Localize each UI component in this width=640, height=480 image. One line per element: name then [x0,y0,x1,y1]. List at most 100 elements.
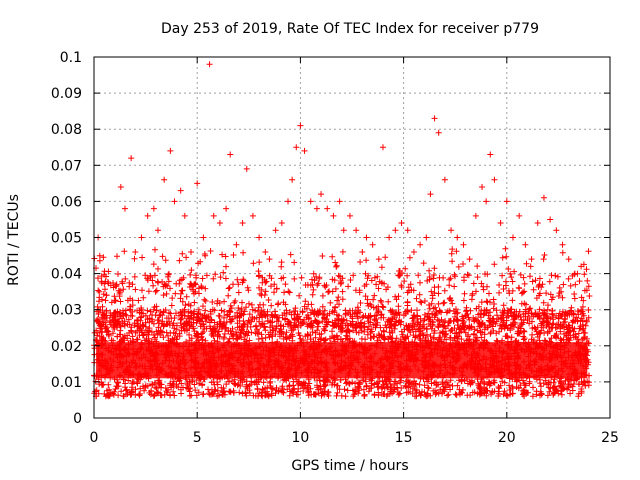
scatter-point [336,198,343,205]
y-tick-label: 0.03 [51,303,82,319]
scatter-point [307,198,314,205]
scatter-point [293,144,300,151]
y-tick-label: 0.04 [51,267,82,283]
y-tick-label: 0.07 [51,158,82,174]
scatter-point [318,191,325,198]
scatter-point [553,227,560,234]
scatter-point [262,248,269,255]
scatter-point [423,234,430,241]
x-tick-label: 20 [498,430,516,446]
scatter-point [431,115,438,122]
scatter-point [540,194,547,201]
y-tick-label: 0.06 [51,194,82,210]
scatter-point [177,187,184,194]
scatter-point [206,61,213,68]
scatter-point [313,205,320,212]
scatter-point [448,227,455,234]
scatter-point [483,198,490,205]
scatter-point [571,270,578,277]
scatter-point [103,292,110,299]
scatter-point [410,248,417,255]
scatter-points [95,61,591,299]
scatter-point [171,198,178,205]
x-tick-label: 5 [193,430,202,446]
scatter-point [256,234,263,241]
scatter-point [454,234,461,241]
scatter-point [346,212,353,219]
scatter-point [417,241,424,248]
scatter-point [249,212,256,219]
y-tick-label: 0.09 [51,86,82,102]
scatter-point [386,234,393,241]
scatter-point [301,147,308,154]
scatter-point [584,277,591,284]
scatter-point [404,227,411,234]
chart-title: Day 253 of 2019, Rate Of TEC Index for r… [161,21,539,37]
dense-scatter-band [91,245,593,400]
dense-points-band [91,245,593,400]
scatter-point [278,220,285,227]
scatter-point [547,216,554,223]
scatter-point [559,241,566,248]
scatter-point [285,198,292,205]
scatter-point [233,241,240,248]
scatter-point [353,227,360,234]
scatter-point [150,205,157,212]
scatter-point [379,144,386,151]
scatter-point [154,227,161,234]
y-tick-label: 0.05 [51,231,82,247]
scatter-point [522,241,529,248]
scatter-point [113,281,120,288]
scatter-point [427,191,434,198]
scatter-point [289,176,296,183]
scatter-point [441,176,448,183]
scatter-point [369,241,376,248]
scatter-point [188,248,195,255]
scatter-point [503,198,510,205]
scatter-point [132,248,139,255]
scatter-point [117,183,124,190]
scatter-point [359,248,366,255]
scatter-point [167,147,174,154]
x-tick-label: 10 [291,430,309,446]
scatter-point [578,263,585,270]
scatter-point [144,212,151,219]
scatter-point [528,256,535,263]
scatter-point [200,234,207,241]
scatter-point [161,176,168,183]
scatter-point [128,155,135,162]
scatter-point [227,151,234,158]
scatter-point [487,151,494,158]
scatter-point [363,234,370,241]
scatter-point [435,129,442,136]
x-axis-label: GPS time / hours [291,458,408,474]
y-tick-label: 0 [73,411,82,427]
scatter-point [466,256,473,263]
scatter-point [516,212,523,219]
scatter-point [534,220,541,227]
scatter-point [330,212,337,219]
y-axis-ticks: 0 0.01 0.02 0.03 0.04 0.05 0.06 0.07 0.08 0.09 0.1 [51,50,610,427]
x-axis-ticks: 0 5 10 15 20 25 [90,57,619,446]
scatter-point [297,122,304,129]
x-tick-label: 25 [601,430,619,446]
y-tick-label: 0.1 [60,50,82,66]
scatter-point [472,212,479,219]
scatter-point [479,183,486,190]
scatter-point [223,205,230,212]
scatter-point [497,220,504,227]
scatter-point [272,227,279,234]
scatter-point [460,241,467,248]
scatter-point [340,227,347,234]
y-tick-label: 0.02 [51,339,82,355]
y-tick-label: 0.08 [51,122,82,138]
x-tick-label: 0 [90,430,99,446]
scatter-point [491,176,498,183]
scatter-point [375,256,382,263]
scatter-point [565,256,572,263]
y-axis-label: ROTI / TECUs [6,194,22,286]
scatter-point [121,205,128,212]
scatter-point [216,220,223,227]
scatter-point [509,234,516,241]
scatter-point [324,205,331,212]
